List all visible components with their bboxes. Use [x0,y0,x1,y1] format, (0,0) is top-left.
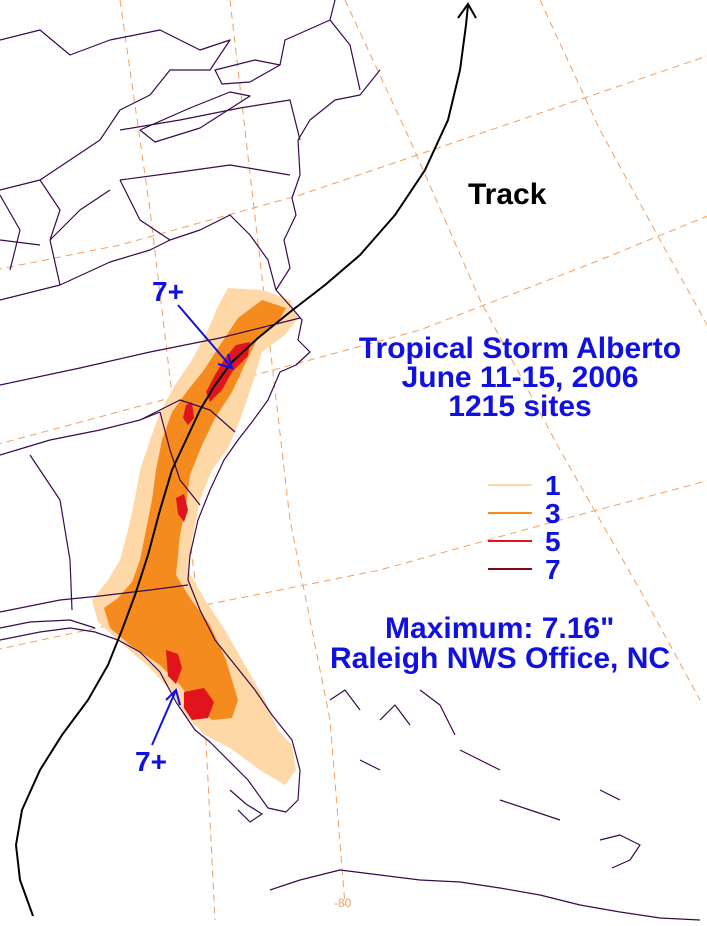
callout-arrowhead-south [165,688,181,706]
callout-arrowhead-north [217,353,234,370]
callout-label-north: 7+ [152,276,184,307]
rain-1in-area [92,288,298,785]
border-tn-ga [0,411,161,456]
legend-swatch [488,568,532,570]
rainfall-shading [92,288,298,785]
rain-5in-area [184,688,214,720]
storm-track [14,4,469,917]
legend-swatch [488,512,532,514]
border-sc-nc [139,399,236,433]
lake-ontario [214,59,281,85]
legend-row: 1 [488,470,578,501]
border-ga-fl [0,584,189,613]
hispaniola [599,834,641,869]
rain-3in-area [104,300,286,720]
great-lakes [0,29,231,191]
keys [229,789,263,823]
legend-value: 7 [545,554,561,585]
gulf-coast-west [0,619,96,629]
rain-5in-area [206,342,250,402]
lake-erie [139,91,251,143]
legend-row: 7 [488,554,578,585]
rain-5in-area [183,402,194,425]
border-wv-va [119,179,277,291]
border-va-nc [0,317,301,386]
cuba [269,869,701,921]
legend-row: 5 [488,526,578,557]
border-al-ga [29,454,73,611]
border-internal [0,179,111,286]
track-arrowhead [457,2,477,19]
callout-arrow-south [151,689,177,746]
callout-arrow-north [177,304,233,369]
bahamas [329,689,621,821]
rain-5in-area [166,650,182,684]
atlantic-coastline [0,69,381,813]
legend-value: 5 [545,526,561,557]
legend-swatch [488,484,532,486]
callout-arrows [151,304,234,746]
callout-label-south: 7+ [135,746,167,777]
border-ky-tn [0,239,171,301]
border-pa-va [119,164,291,181]
legend-value: 1 [545,470,561,501]
border-new-england [279,0,361,91]
legend-row: 3 [488,498,578,529]
longitude-label: -80 [334,896,352,910]
legend-swatch [488,540,532,542]
track-label: Track [468,178,547,211]
legend-value: 3 [545,498,561,529]
site-count: 1215 sites [448,390,592,423]
maximum-location: Raleigh NWS Office, NC [330,642,671,675]
rain-5in-area [176,494,188,522]
storm-dates: June 11-15, 2006 [401,361,639,394]
border-ny-pa [119,99,301,141]
storm-title: Tropical Storm Alberto [358,332,682,365]
maximum-value: Maximum: 7.16" [385,612,615,645]
